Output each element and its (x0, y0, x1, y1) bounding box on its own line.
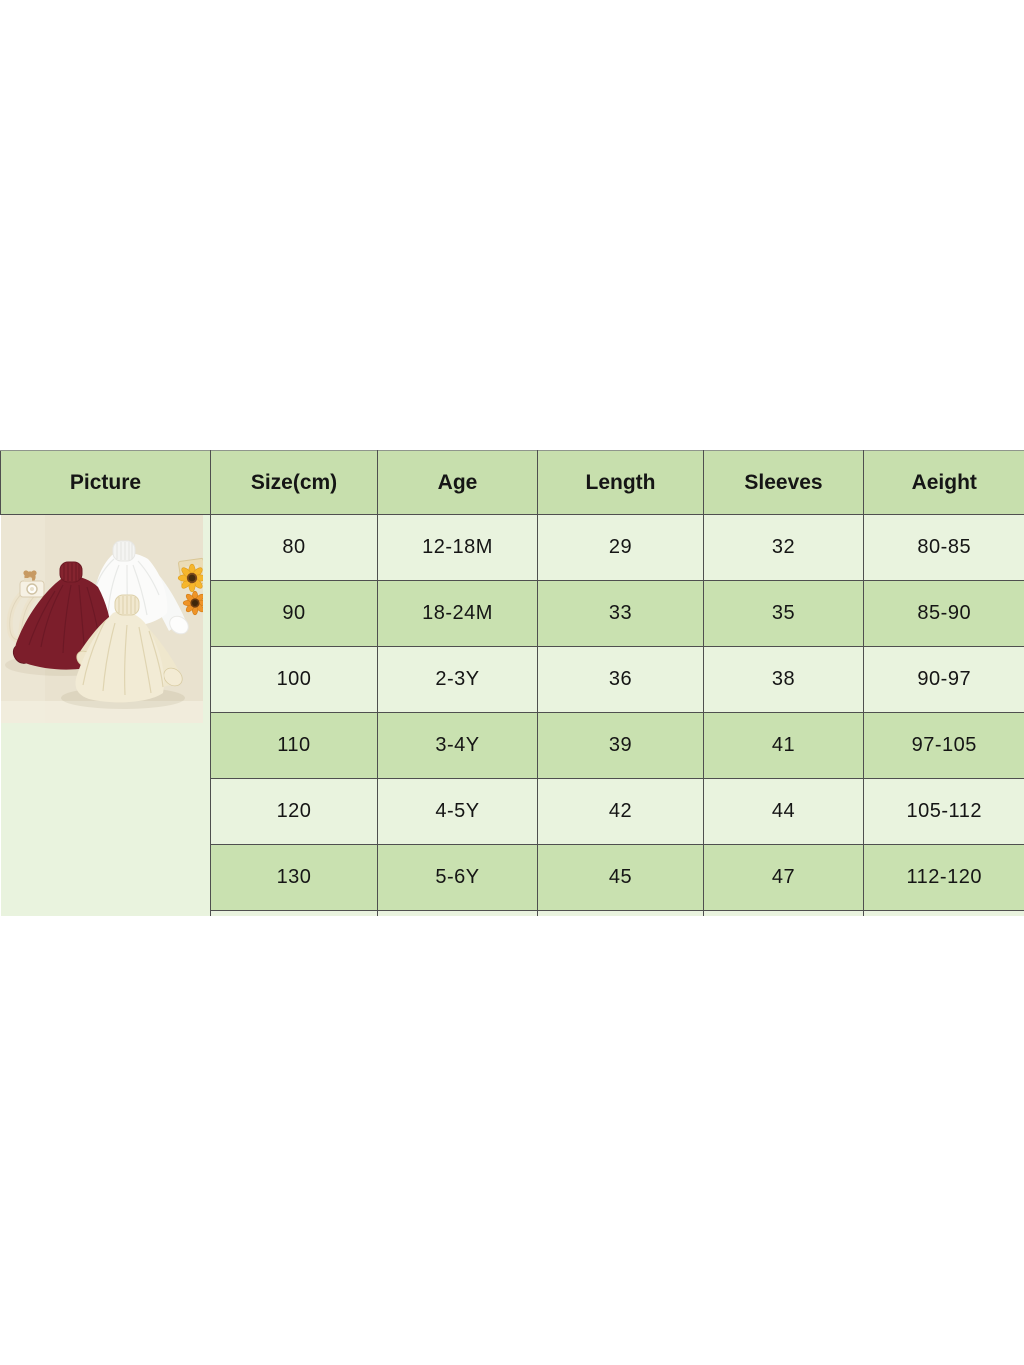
size-chart-table: Picture Size(cm) Age Length Sleeves Aeig… (0, 450, 1024, 916)
height-cell: 105-112 (863, 778, 1024, 845)
size-cell: 130 (210, 844, 378, 911)
age-cell: 4-5Y (377, 778, 538, 845)
height-cell: 85-90 (863, 580, 1024, 647)
age-cell: 3-4Y (377, 712, 538, 779)
sleeves-cell: 47 (703, 844, 864, 911)
age-cell: 2-3Y (377, 646, 538, 713)
length-cell: 29 (537, 514, 704, 581)
partial-cell (703, 910, 864, 916)
age-cell: 5-6Y (377, 844, 538, 911)
age-cell: 18-24M (377, 580, 538, 647)
length-cell: 33 (537, 580, 704, 647)
size-cell: 100 (210, 646, 378, 713)
header-cell-picture: Picture (0, 450, 211, 515)
partial-cell (537, 910, 704, 916)
header-cell-height: Aeight (863, 450, 1024, 515)
camera-strap-edge (8, 586, 37, 640)
sleeves-cell: 41 (703, 712, 864, 779)
table-row: 90 18-24M 33 35 85-90 (1, 580, 1024, 647)
sunflower-icon (177, 563, 203, 593)
sweater-white (93, 540, 189, 635)
header-cell-sleeves: Sleeves (703, 450, 864, 515)
table-row: 110 3-4Y 39 41 97-105 (1, 712, 1024, 779)
length-cell: 45 (537, 844, 704, 911)
length-cell: 36 (537, 646, 704, 713)
header-row: Picture Size(cm) Age Length Sleeves Aeig… (0, 450, 1024, 515)
sunflower-icon (182, 590, 203, 616)
table-row: 100 2-3Y 36 38 90-97 (1, 646, 1024, 713)
partial-cell (863, 910, 1024, 916)
age-cell: 12-18M (377, 514, 538, 581)
table-row: 120 4-5Y 42 44 105-112 (1, 778, 1024, 845)
partial-cell (210, 910, 378, 916)
table-row: 130 5-6Y 45 47 112-120 (1, 844, 1024, 911)
length-cell: 42 (537, 778, 704, 845)
product-photo (0, 515, 203, 723)
table-row: 80 12-18M 29 32 80-85 (0, 514, 1024, 916)
height-cell: 97-105 (863, 712, 1024, 779)
size-chart-table-container: Picture Size(cm) Age Length Sleeves Aeig… (0, 450, 1024, 916)
sleeves-cell: 32 (703, 514, 864, 581)
picture-cell (0, 514, 211, 916)
toy-camera (19, 578, 44, 598)
height-cell: 112-120 (863, 844, 1024, 911)
sleeves-cell: 35 (703, 580, 864, 647)
table-row-partial (1, 910, 1024, 916)
length-cell: 39 (537, 712, 704, 779)
header-cell-age: Age (377, 450, 538, 515)
size-cell: 90 (210, 580, 378, 647)
height-cell: 90-97 (863, 646, 1024, 713)
sleeves-cell: 38 (703, 646, 864, 713)
size-cell: 120 (210, 778, 378, 845)
size-cell: 80 (210, 514, 378, 581)
sweater-cream (75, 594, 183, 703)
height-cell: 80-85 (863, 514, 1024, 581)
size-cell: 110 (210, 712, 378, 779)
partial-cell (377, 910, 538, 916)
header-cell-size: Size(cm) (210, 450, 378, 515)
sleeves-cell: 44 (703, 778, 864, 845)
header-cell-length: Length (537, 450, 704, 515)
